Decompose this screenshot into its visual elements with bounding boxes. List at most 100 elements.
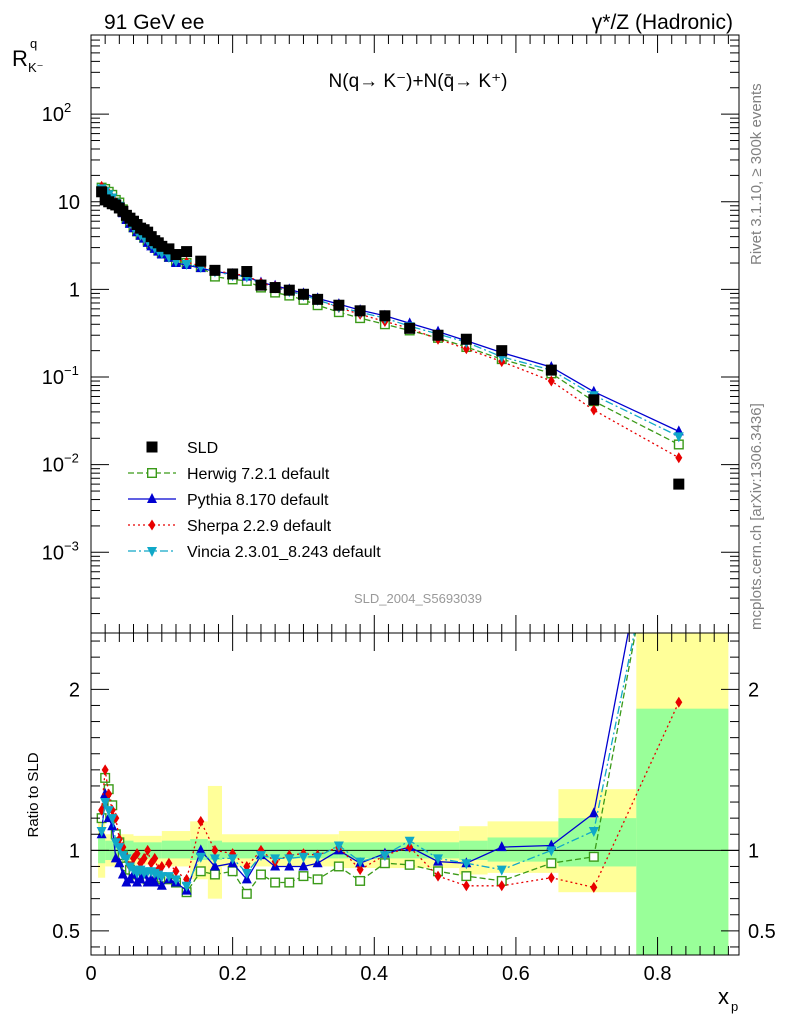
- ratio-point-sherpa: [172, 865, 180, 877]
- ratio-point-vincia: [355, 857, 366, 868]
- main-y-tick-base: 10: [58, 192, 80, 214]
- ratio-point-vincia: [461, 859, 472, 870]
- ratio-point-pythia: [156, 879, 167, 890]
- ratio-point-vincia: [227, 854, 238, 865]
- ratio-y-tick-label-left: 0.5: [52, 921, 80, 943]
- ratio-point-vincia: [433, 854, 444, 865]
- ratio-point-vincia: [379, 851, 390, 862]
- main-point-data: [588, 394, 600, 406]
- ratio-point-pythia: [284, 860, 295, 871]
- main-y-tick-base: 10: [42, 367, 64, 389]
- ratio-y-tick-label-right: 2: [748, 679, 759, 701]
- ratio-x-tick-label: 0.6: [502, 963, 530, 985]
- legend-label-data: SLD: [187, 440, 218, 457]
- y-label-subscript: K⁻: [28, 60, 44, 75]
- ratio-point-sherpa: [158, 860, 166, 872]
- ratio-y-axis-label: Ratio to SLD: [25, 752, 42, 837]
- ratio-point-pythia: [298, 860, 309, 871]
- main-y-tick-label: 10: [58, 192, 80, 214]
- main-point-data: [195, 255, 207, 267]
- ratio-point-sherpa: [406, 841, 414, 853]
- ratio-band-inner: [636, 708, 729, 955]
- main-point-data: [460, 333, 472, 345]
- ratio-x-tick-label: 0: [85, 963, 96, 985]
- ratio-point-vincia: [163, 872, 174, 883]
- legend-marker-herwig: [146, 468, 157, 479]
- ratio-x-tick-label: 0.8: [644, 963, 672, 985]
- ratio-point-pythia: [149, 876, 160, 887]
- ratio-point-vincia: [209, 854, 220, 865]
- x-label-subscript: p: [731, 999, 738, 1014]
- ratio-point-herwig: [284, 877, 295, 888]
- ratio-point-sherpa: [547, 872, 555, 884]
- ratio-point-vincia: [181, 881, 192, 892]
- ratio-point-vincia: [114, 843, 125, 854]
- ratio-point-vincia: [298, 852, 309, 863]
- ratio-band-inner: [161, 840, 191, 859]
- ratio-point-vincia: [241, 868, 252, 879]
- ratio-point-herwig: [195, 866, 206, 877]
- legend-entry-pythia: Pythia 8.170 default: [128, 492, 329, 509]
- mcplots-reference-label: mcplots.cern.ch [arXiv:1306.3436]: [748, 403, 765, 630]
- ratio-series-vincia: [96, 633, 635, 892]
- legend-entry-sherpa: Sherpa 2.2.9 default: [128, 518, 332, 535]
- ratio-point-vincia: [270, 854, 281, 865]
- ratio-point-sherpa: [133, 848, 141, 860]
- legend-entry-vincia: Vincia 2.3.01_8.243 default: [128, 544, 381, 561]
- main-y-tick-label: 10: [42, 455, 64, 477]
- main-y-tick-exponent: 2: [64, 100, 71, 115]
- legend-label-herwig: Herwig 7.2.1 default: [187, 466, 330, 483]
- ratio-point-sherpa: [356, 864, 364, 876]
- main-y-tick-label: 10: [42, 367, 64, 389]
- main-point-data: [163, 243, 175, 255]
- main-panel-background: [91, 35, 739, 633]
- ratio-point-herwig: [255, 869, 266, 880]
- main-point-data: [496, 345, 508, 357]
- main-point-vincia: [673, 432, 684, 443]
- ratio-y-tick-label-left: 2: [69, 679, 80, 701]
- rivet-version-label: Rivet 3.1.10, ≥ 300k events: [748, 83, 765, 265]
- main-y-tick-base: 10: [42, 104, 64, 126]
- main-plot-area: [91, 35, 739, 633]
- main-y-tick-label: 1: [69, 279, 80, 301]
- main-point-data: [673, 478, 685, 490]
- ratio-point-herwig: [227, 866, 238, 877]
- main-point-sherpa: [547, 375, 555, 387]
- ratio-point-herwig: [209, 869, 220, 880]
- main-y-tick-base: 10: [42, 542, 64, 564]
- ratio-line-vincia: [100, 633, 635, 887]
- ratio-point-sherpa: [590, 881, 598, 893]
- ratio-point-sherpa: [197, 815, 205, 827]
- ratio-point-pythia: [117, 868, 128, 879]
- ratio-point-sherpa: [675, 696, 683, 708]
- main-point-data: [432, 329, 444, 341]
- ratio-series-group: [96, 633, 683, 899]
- main-point-data: [283, 284, 295, 296]
- main-point-data: [545, 364, 557, 376]
- ratio-point-herwig: [404, 859, 415, 870]
- ratio-point-sherpa: [140, 852, 148, 864]
- main-point-sherpa: [590, 404, 598, 416]
- main-y-axis-label: R q K⁻: [12, 36, 44, 75]
- main-point-data: [333, 299, 345, 311]
- main-point-data: [170, 249, 182, 261]
- main-point-vincia: [181, 259, 192, 270]
- ratio-x-tick-label: 0.4: [360, 963, 388, 985]
- ratio-panel-series: [96, 633, 683, 899]
- ratio-point-sherpa: [144, 844, 152, 856]
- ratio-point-vincia: [195, 852, 206, 863]
- ratio-point-herwig: [333, 861, 344, 872]
- legend: SLD Herwig 7.2.1 default Pythia 8.170 defa…: [128, 440, 381, 561]
- main-series-data: [96, 186, 685, 490]
- ratio-point-pythia: [209, 860, 220, 871]
- legend-marker-data: [146, 441, 158, 453]
- ratio-point-vincia: [284, 854, 295, 865]
- main-point-data: [181, 246, 193, 258]
- ratio-point-herwig: [355, 875, 366, 886]
- y-label-superscript: q: [30, 36, 37, 51]
- main-y-tick-label: 10: [42, 542, 64, 564]
- ratio-point-vincia: [121, 854, 132, 865]
- main-point-data: [255, 279, 267, 291]
- ratio-point-vincia: [96, 827, 107, 838]
- legend-label-pythia: Pythia 8.170 default: [187, 492, 329, 509]
